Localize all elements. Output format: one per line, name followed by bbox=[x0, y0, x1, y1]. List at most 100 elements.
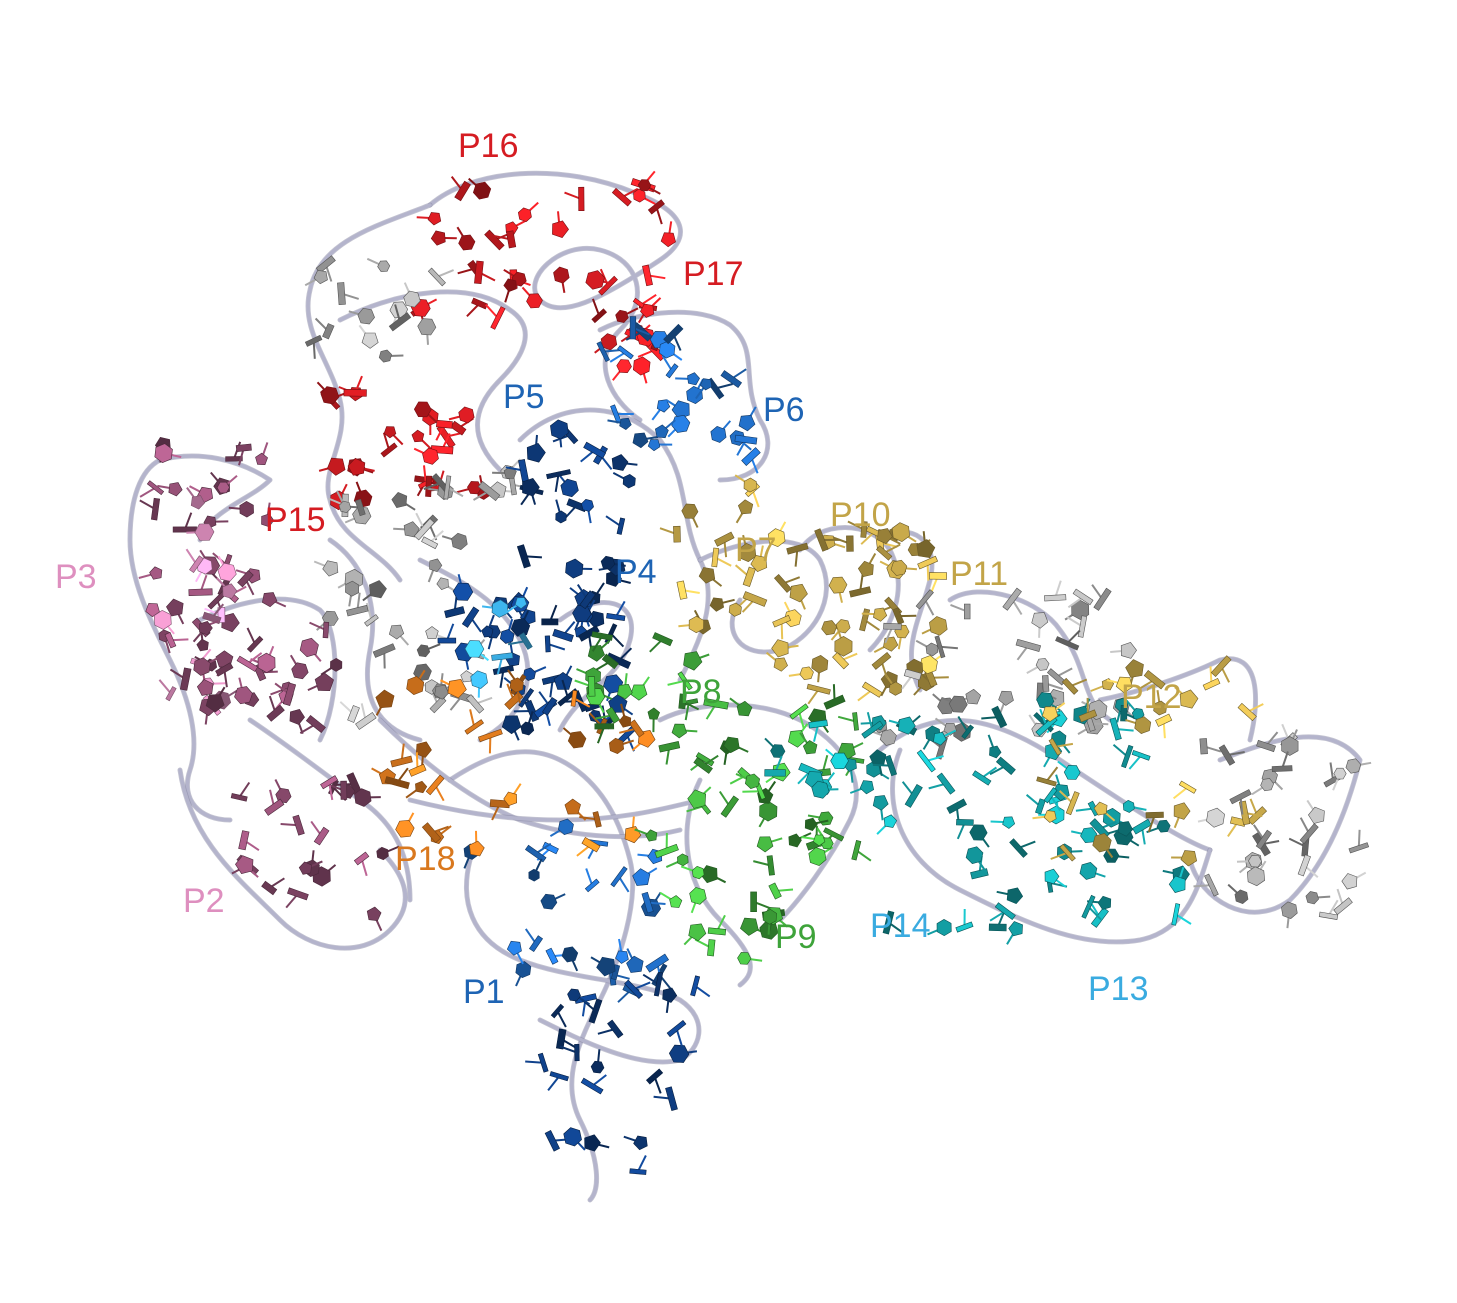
nucleotide-base bbox=[1204, 873, 1219, 897]
nucleotide-base bbox=[478, 728, 503, 743]
nucleotide-base bbox=[767, 528, 786, 548]
nucleotide-base bbox=[216, 481, 230, 494]
nucleotide-base bbox=[1115, 676, 1133, 694]
nucleotide-base bbox=[1202, 678, 1221, 691]
nucleotide-base bbox=[1173, 802, 1191, 820]
nucleotide-base bbox=[1143, 669, 1166, 690]
nucleotide-base bbox=[261, 880, 278, 896]
nucleotide-base bbox=[545, 947, 559, 965]
nucleotide-base bbox=[970, 868, 989, 880]
base-stick bbox=[618, 876, 630, 893]
nucleotide-base bbox=[320, 386, 340, 405]
nucleotide-base bbox=[641, 891, 654, 914]
nucleotide-base bbox=[994, 902, 1016, 921]
nucleotide-base bbox=[429, 558, 443, 573]
nucleotide-base bbox=[653, 971, 664, 997]
nucleotide-base bbox=[458, 406, 475, 424]
nucleotide-base bbox=[417, 318, 437, 336]
nucleotide-base bbox=[681, 503, 699, 519]
nucleotide-base bbox=[1041, 675, 1050, 692]
nucleotide-base bbox=[415, 780, 428, 794]
nucleotide-base bbox=[771, 639, 789, 658]
nucleotide-base bbox=[872, 795, 889, 811]
nucleotide-base bbox=[474, 260, 484, 285]
nucleotide-base bbox=[413, 518, 435, 541]
nucleotide-base bbox=[652, 632, 673, 647]
nucleotide-base bbox=[1036, 692, 1055, 709]
nucleotide-base bbox=[671, 723, 687, 739]
nucleotide-base bbox=[608, 737, 625, 755]
nucleotide-base bbox=[688, 923, 707, 942]
backbone-segment bbox=[1098, 656, 1258, 742]
nucleotide-base bbox=[509, 677, 524, 693]
nucleotide-base bbox=[633, 188, 646, 203]
nucleotide-base bbox=[654, 424, 669, 439]
label-P14: P14 bbox=[870, 907, 931, 945]
nucleotide-base bbox=[871, 651, 892, 670]
nucleotide-base bbox=[578, 625, 600, 642]
nucleotide-base bbox=[615, 950, 629, 964]
nucleotide-base bbox=[282, 682, 297, 706]
base-stick bbox=[185, 548, 198, 565]
nucleotide-base bbox=[421, 822, 442, 844]
nucleotide-base bbox=[804, 817, 818, 832]
nucleotide-base bbox=[851, 840, 862, 861]
nucleotide-base bbox=[237, 570, 254, 588]
nucleotide-base bbox=[518, 687, 535, 708]
base-stick bbox=[547, 642, 566, 651]
nucleotide-base bbox=[759, 800, 778, 822]
nucleotide-base bbox=[1255, 829, 1273, 850]
nucleotide-base bbox=[766, 855, 775, 876]
nucleotide-base bbox=[384, 776, 410, 790]
nucleotide-base bbox=[246, 635, 264, 653]
label-P12: P12 bbox=[1121, 678, 1182, 716]
nucleotide-base bbox=[517, 207, 532, 222]
nucleotide-base bbox=[814, 528, 829, 552]
nucleotide-base bbox=[526, 293, 543, 309]
nucleotide-base bbox=[1046, 668, 1066, 686]
label-P15: P15 bbox=[265, 501, 326, 539]
nucleotide-base bbox=[647, 439, 661, 452]
nucleotide-base bbox=[164, 632, 177, 649]
nucleotide-base bbox=[291, 662, 309, 680]
label-P8: P8 bbox=[680, 673, 722, 711]
nucleotide-base bbox=[678, 693, 687, 710]
nucleotide-base bbox=[557, 818, 574, 836]
nucleotide-base bbox=[1002, 816, 1016, 829]
nucleotide-base bbox=[522, 478, 540, 497]
nucleotide-base bbox=[1072, 588, 1094, 606]
label-P7: P7 bbox=[735, 531, 777, 569]
nucleotide-base bbox=[542, 841, 559, 855]
nucleotide-base bbox=[632, 432, 649, 449]
nucleotide-base bbox=[834, 636, 853, 657]
nucleotide-base bbox=[1044, 868, 1060, 885]
nucleotide-bases bbox=[138, 170, 1372, 1175]
base-stick bbox=[675, 1028, 683, 1046]
nucleotide-base bbox=[832, 651, 850, 670]
nucleotide-base bbox=[383, 426, 397, 439]
nucleotide-base bbox=[861, 681, 883, 698]
nucleotide-base bbox=[744, 773, 761, 789]
nucleotide-base bbox=[322, 621, 330, 639]
nucleotide-base bbox=[561, 946, 579, 963]
backbone-segment bbox=[178, 768, 408, 950]
nucleotide-base bbox=[645, 829, 658, 842]
nucleotide-base bbox=[618, 714, 632, 728]
nucleotide-base bbox=[188, 588, 213, 597]
backbone-segment bbox=[878, 718, 1212, 852]
nucleotide-base bbox=[600, 555, 616, 570]
nucleotide-base bbox=[514, 597, 528, 609]
nucleotide-base bbox=[146, 480, 165, 496]
nucleotide-base bbox=[255, 452, 268, 466]
nucleotide-base bbox=[677, 671, 693, 691]
nucleotide-base bbox=[647, 199, 665, 215]
nucleotide-base bbox=[470, 670, 488, 689]
nucleotide-base bbox=[1092, 833, 1112, 853]
nucleotide-base bbox=[860, 521, 868, 538]
nucleotide-base bbox=[770, 744, 786, 758]
nucleotide-base bbox=[555, 510, 567, 524]
base-stick bbox=[926, 755, 944, 762]
nucleotide-base bbox=[537, 1052, 549, 1073]
nucleotide-base bbox=[969, 824, 988, 841]
backbone-segment bbox=[948, 590, 1112, 722]
